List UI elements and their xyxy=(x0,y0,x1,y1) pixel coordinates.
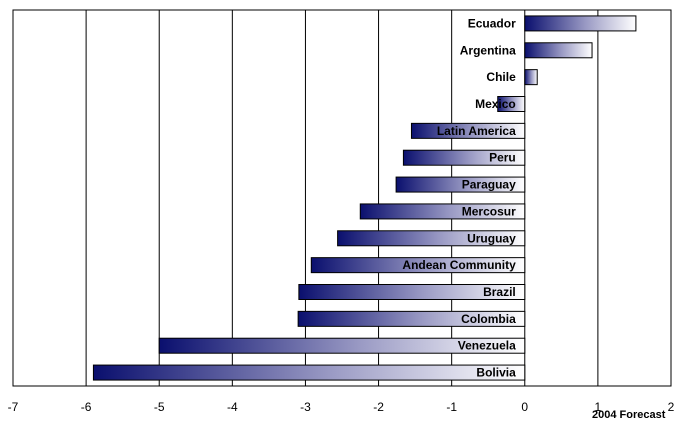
bar xyxy=(524,42,593,59)
x-tick-label: -7 xyxy=(8,400,19,414)
x-tick-label: -3 xyxy=(300,400,311,414)
bar xyxy=(402,149,526,166)
x-tick-label: -5 xyxy=(154,400,165,414)
bar xyxy=(158,337,526,354)
category-label: Andean Community xyxy=(402,258,516,272)
category-label: Mercosur xyxy=(462,204,516,218)
category-label: Ecuador xyxy=(468,16,516,30)
bar xyxy=(297,310,526,327)
x-tick-label: 1 xyxy=(595,400,602,414)
x-tick-label: -2 xyxy=(373,400,384,414)
bar xyxy=(92,364,526,381)
bar xyxy=(524,15,637,32)
x-tick-label: 2 xyxy=(668,400,675,414)
category-label: Colombia xyxy=(461,312,516,326)
x-tick-label: -6 xyxy=(81,400,92,414)
x-tick-label: 0 xyxy=(521,400,528,414)
category-label: Bolivia xyxy=(476,366,516,380)
x-tick-label: -4 xyxy=(227,400,238,414)
category-label: Uruguay xyxy=(467,231,516,245)
bar xyxy=(410,122,526,139)
x-tick-label: -1 xyxy=(446,400,457,414)
category-label: Mexico xyxy=(475,97,516,111)
bar xyxy=(310,257,526,274)
category-label: Venezuela xyxy=(458,339,516,353)
bar xyxy=(524,69,538,86)
bar xyxy=(497,96,526,112)
bar xyxy=(337,230,526,247)
plot-area xyxy=(12,9,672,387)
category-label: Argentina xyxy=(460,43,516,57)
bar xyxy=(359,203,526,220)
bar xyxy=(298,284,526,300)
forecast-annotation: 2004 Forecast xyxy=(592,409,666,421)
category-label: Brazil xyxy=(483,285,516,299)
category-label: Paraguay xyxy=(462,178,516,192)
category-label: Peru xyxy=(489,151,516,165)
bar xyxy=(395,176,526,193)
category-label: Latin America xyxy=(437,124,516,138)
category-label: Chile xyxy=(486,70,516,84)
